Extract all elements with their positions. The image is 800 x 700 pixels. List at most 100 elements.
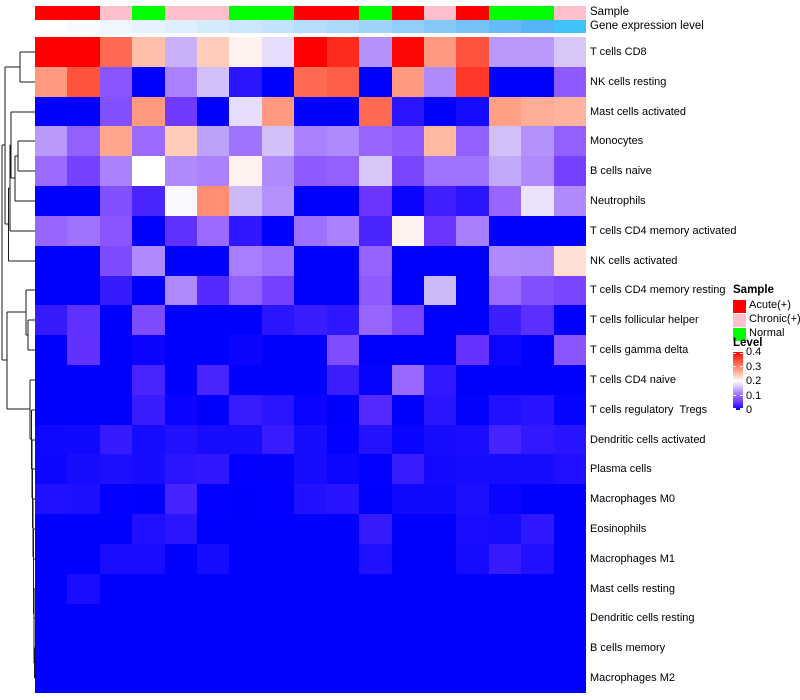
heatmap-cell — [456, 126, 489, 157]
heatmap-cell — [67, 365, 100, 395]
heatmap-cell — [99, 335, 133, 365]
heatmap-cell — [553, 454, 586, 485]
heatmap-cell — [229, 275, 262, 306]
heatmap-cell — [488, 633, 522, 664]
heatmap-cell — [99, 543, 133, 574]
heatmap-cell — [164, 156, 198, 187]
level-bar-tick-dash — [733, 352, 736, 354]
heatmap-cell — [35, 484, 68, 515]
heatmap-cell — [294, 335, 327, 365]
level-bar-tick-dash — [740, 408, 743, 410]
sample-annotation-cell — [229, 6, 262, 20]
level-tick-label: 0.4 — [746, 346, 762, 358]
heatmap-cell — [229, 126, 262, 157]
sample-annotation-cell — [261, 6, 295, 20]
row-label: T cells regulatory Tregs — [590, 403, 708, 416]
heatmap-cell — [521, 126, 554, 157]
heatmap-cell — [423, 394, 457, 425]
heatmap-cell — [359, 335, 392, 365]
sample-annotation-cell — [391, 6, 424, 20]
heatmap-cell — [197, 186, 230, 216]
heatmap-cell — [229, 454, 262, 485]
heatmap-cell — [197, 305, 230, 336]
heatmap-cell — [197, 603, 230, 634]
row-label: NK cells resting — [590, 75, 667, 88]
heatmap-cell — [35, 215, 68, 246]
heatmap-cell — [35, 305, 68, 336]
heatmap-cell — [294, 37, 327, 67]
expression-annotation-cell — [521, 19, 554, 34]
heatmap-cell — [197, 633, 230, 664]
legend-swatch — [733, 327, 746, 341]
heatmap-cell — [391, 96, 424, 127]
sample-annotation-cell — [488, 6, 522, 20]
heatmap-cell — [132, 126, 165, 157]
heatmap-cell — [359, 603, 392, 634]
heatmap-cell — [391, 454, 424, 485]
heatmap-cell — [521, 245, 554, 276]
heatmap-cell — [132, 305, 165, 336]
sample-annotation-cell — [553, 6, 586, 20]
heatmap-cell — [67, 394, 100, 425]
heatmap-cell — [164, 66, 198, 97]
expression-annotation-cell — [132, 19, 165, 34]
heatmap-cell — [261, 126, 295, 157]
heatmap-cell — [423, 126, 457, 157]
heatmap-cell — [261, 245, 295, 276]
heatmap-cell — [391, 603, 424, 634]
heatmap-cell — [261, 186, 295, 216]
heatmap-cell — [521, 514, 554, 544]
heatmap-cell — [164, 603, 198, 634]
heatmap-cell — [67, 335, 100, 365]
heatmap-cell — [197, 454, 230, 485]
heatmap-cell — [391, 633, 424, 664]
heatmap-cell — [99, 215, 133, 246]
heatmap-cell — [456, 603, 489, 634]
heatmap-cell — [521, 543, 554, 574]
heatmap-cell — [553, 484, 586, 515]
heatmap-cell — [326, 514, 360, 544]
legend-item-label: Normal — [749, 327, 785, 339]
heatmap-cell — [132, 663, 165, 693]
row-label: Mast cells resting — [590, 582, 675, 595]
heatmap-cell — [164, 275, 198, 306]
heatmap-cell — [423, 573, 457, 604]
heatmap-cell — [164, 37, 198, 67]
heatmap-cell — [132, 543, 165, 574]
heatmap-cell — [456, 394, 489, 425]
row-label: Dendritic cells resting — [590, 612, 695, 625]
heatmap-cell — [326, 603, 360, 634]
expression-annotation-cell — [294, 19, 327, 34]
heatmap-cell — [99, 305, 133, 336]
heatmap-cell — [261, 543, 295, 574]
sample-annotation-cell — [521, 6, 554, 20]
heatmap-cell — [553, 245, 586, 276]
heatmap-cell — [423, 156, 457, 187]
heatmap-cell — [553, 543, 586, 574]
heatmap-cell — [488, 484, 522, 515]
heatmap-cell — [456, 573, 489, 604]
heatmap-cell — [294, 305, 327, 336]
heatmap-cell — [391, 215, 424, 246]
heatmap-cell — [359, 126, 392, 157]
heatmap-cell — [261, 66, 295, 97]
legend-item-label: Acute(+) — [749, 299, 791, 311]
heatmap-cell — [229, 633, 262, 664]
heatmap-cell — [488, 215, 522, 246]
row-label: Dendritic cells activated — [590, 433, 706, 446]
heatmap-cell — [294, 424, 327, 455]
heatmap-cell — [553, 305, 586, 336]
heatmap-cell — [132, 484, 165, 515]
heatmap-cell — [164, 514, 198, 544]
heatmap-cell — [132, 633, 165, 664]
heatmap-cell — [423, 275, 457, 306]
heatmap-cell — [67, 424, 100, 455]
heatmap-cell — [521, 573, 554, 604]
heatmap-cell — [197, 514, 230, 544]
heatmap-cell — [326, 126, 360, 157]
heatmap-cell — [391, 335, 424, 365]
heatmap-cell — [553, 573, 586, 604]
heatmap-cell — [294, 186, 327, 216]
heatmap-cell — [326, 66, 360, 97]
heatmap-cell — [553, 215, 586, 246]
